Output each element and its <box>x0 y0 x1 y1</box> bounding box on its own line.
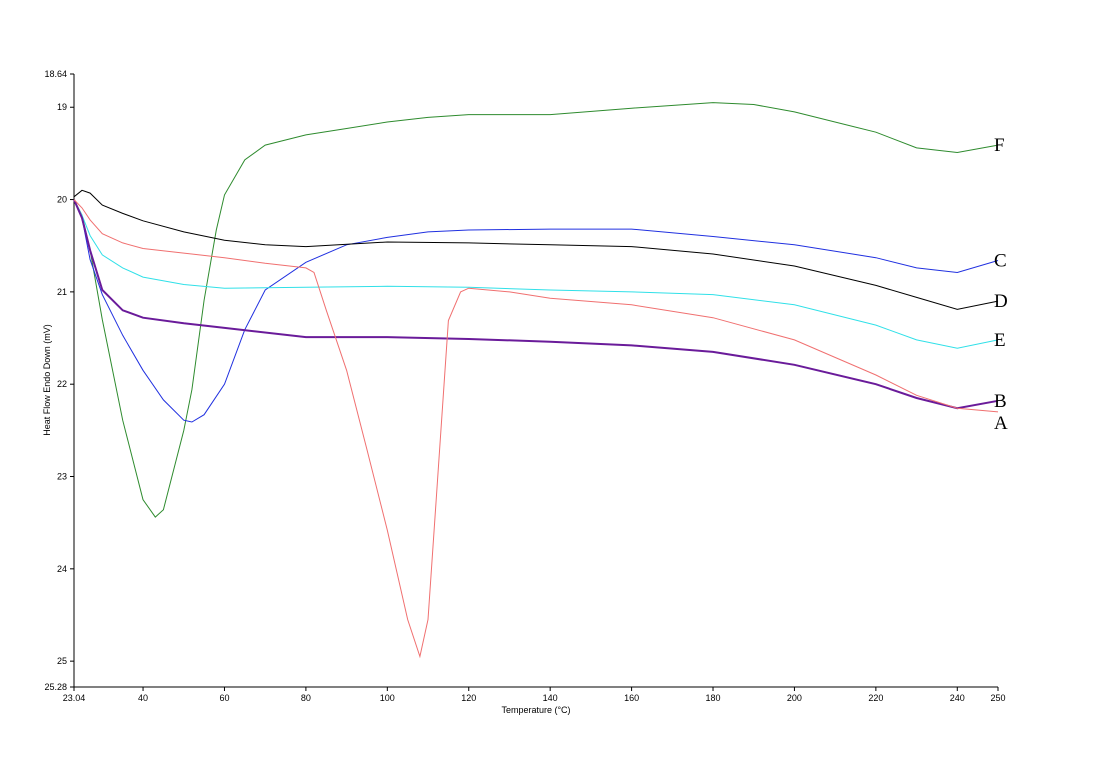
x-tick-label: 23.04 <box>63 693 86 703</box>
x-tick-label: 60 <box>219 693 229 703</box>
y-axis-label: Heat Flow Endo Down (mV) <box>42 324 52 436</box>
y-tick-label: 21 <box>57 287 67 297</box>
y-tick-label: 24 <box>57 564 67 574</box>
series-label: F <box>994 135 1005 156</box>
y-tick-label: 25 <box>57 656 67 666</box>
x-tick-label: 80 <box>301 693 311 703</box>
series-line <box>73 189 999 310</box>
y-tick-label: 19 <box>57 102 67 112</box>
y-tick-label: 20 <box>57 195 67 205</box>
series-label: A <box>994 413 1008 434</box>
x-tick-label: 250 <box>990 693 1005 703</box>
series-label: E <box>994 330 1006 351</box>
y-tick-label: 18.64 <box>44 69 67 79</box>
x-tick-label: 40 <box>138 693 148 703</box>
y-tick-label: 23 <box>57 472 67 482</box>
x-tick-label: 240 <box>950 693 965 703</box>
series-line <box>73 199 999 349</box>
x-tick-label: 140 <box>543 693 558 703</box>
y-tick-label: 25.28 <box>44 682 67 692</box>
series-line <box>73 199 999 659</box>
series-label: D <box>994 291 1008 312</box>
y-tick-label: 22 <box>57 379 67 389</box>
x-tick-label: 200 <box>787 693 802 703</box>
series-line <box>73 199 999 410</box>
series-label: C <box>994 250 1007 271</box>
series-line <box>73 102 999 518</box>
x-tick-label: 120 <box>461 693 476 703</box>
x-tick-label: 220 <box>868 693 883 703</box>
series-line <box>73 199 999 423</box>
x-tick-label: 160 <box>624 693 639 703</box>
series-label: B <box>994 391 1007 412</box>
x-tick-label: 100 <box>380 693 395 703</box>
x-tick-label: 180 <box>706 693 721 703</box>
x-axis-label: Temperature (°C) <box>501 705 570 715</box>
